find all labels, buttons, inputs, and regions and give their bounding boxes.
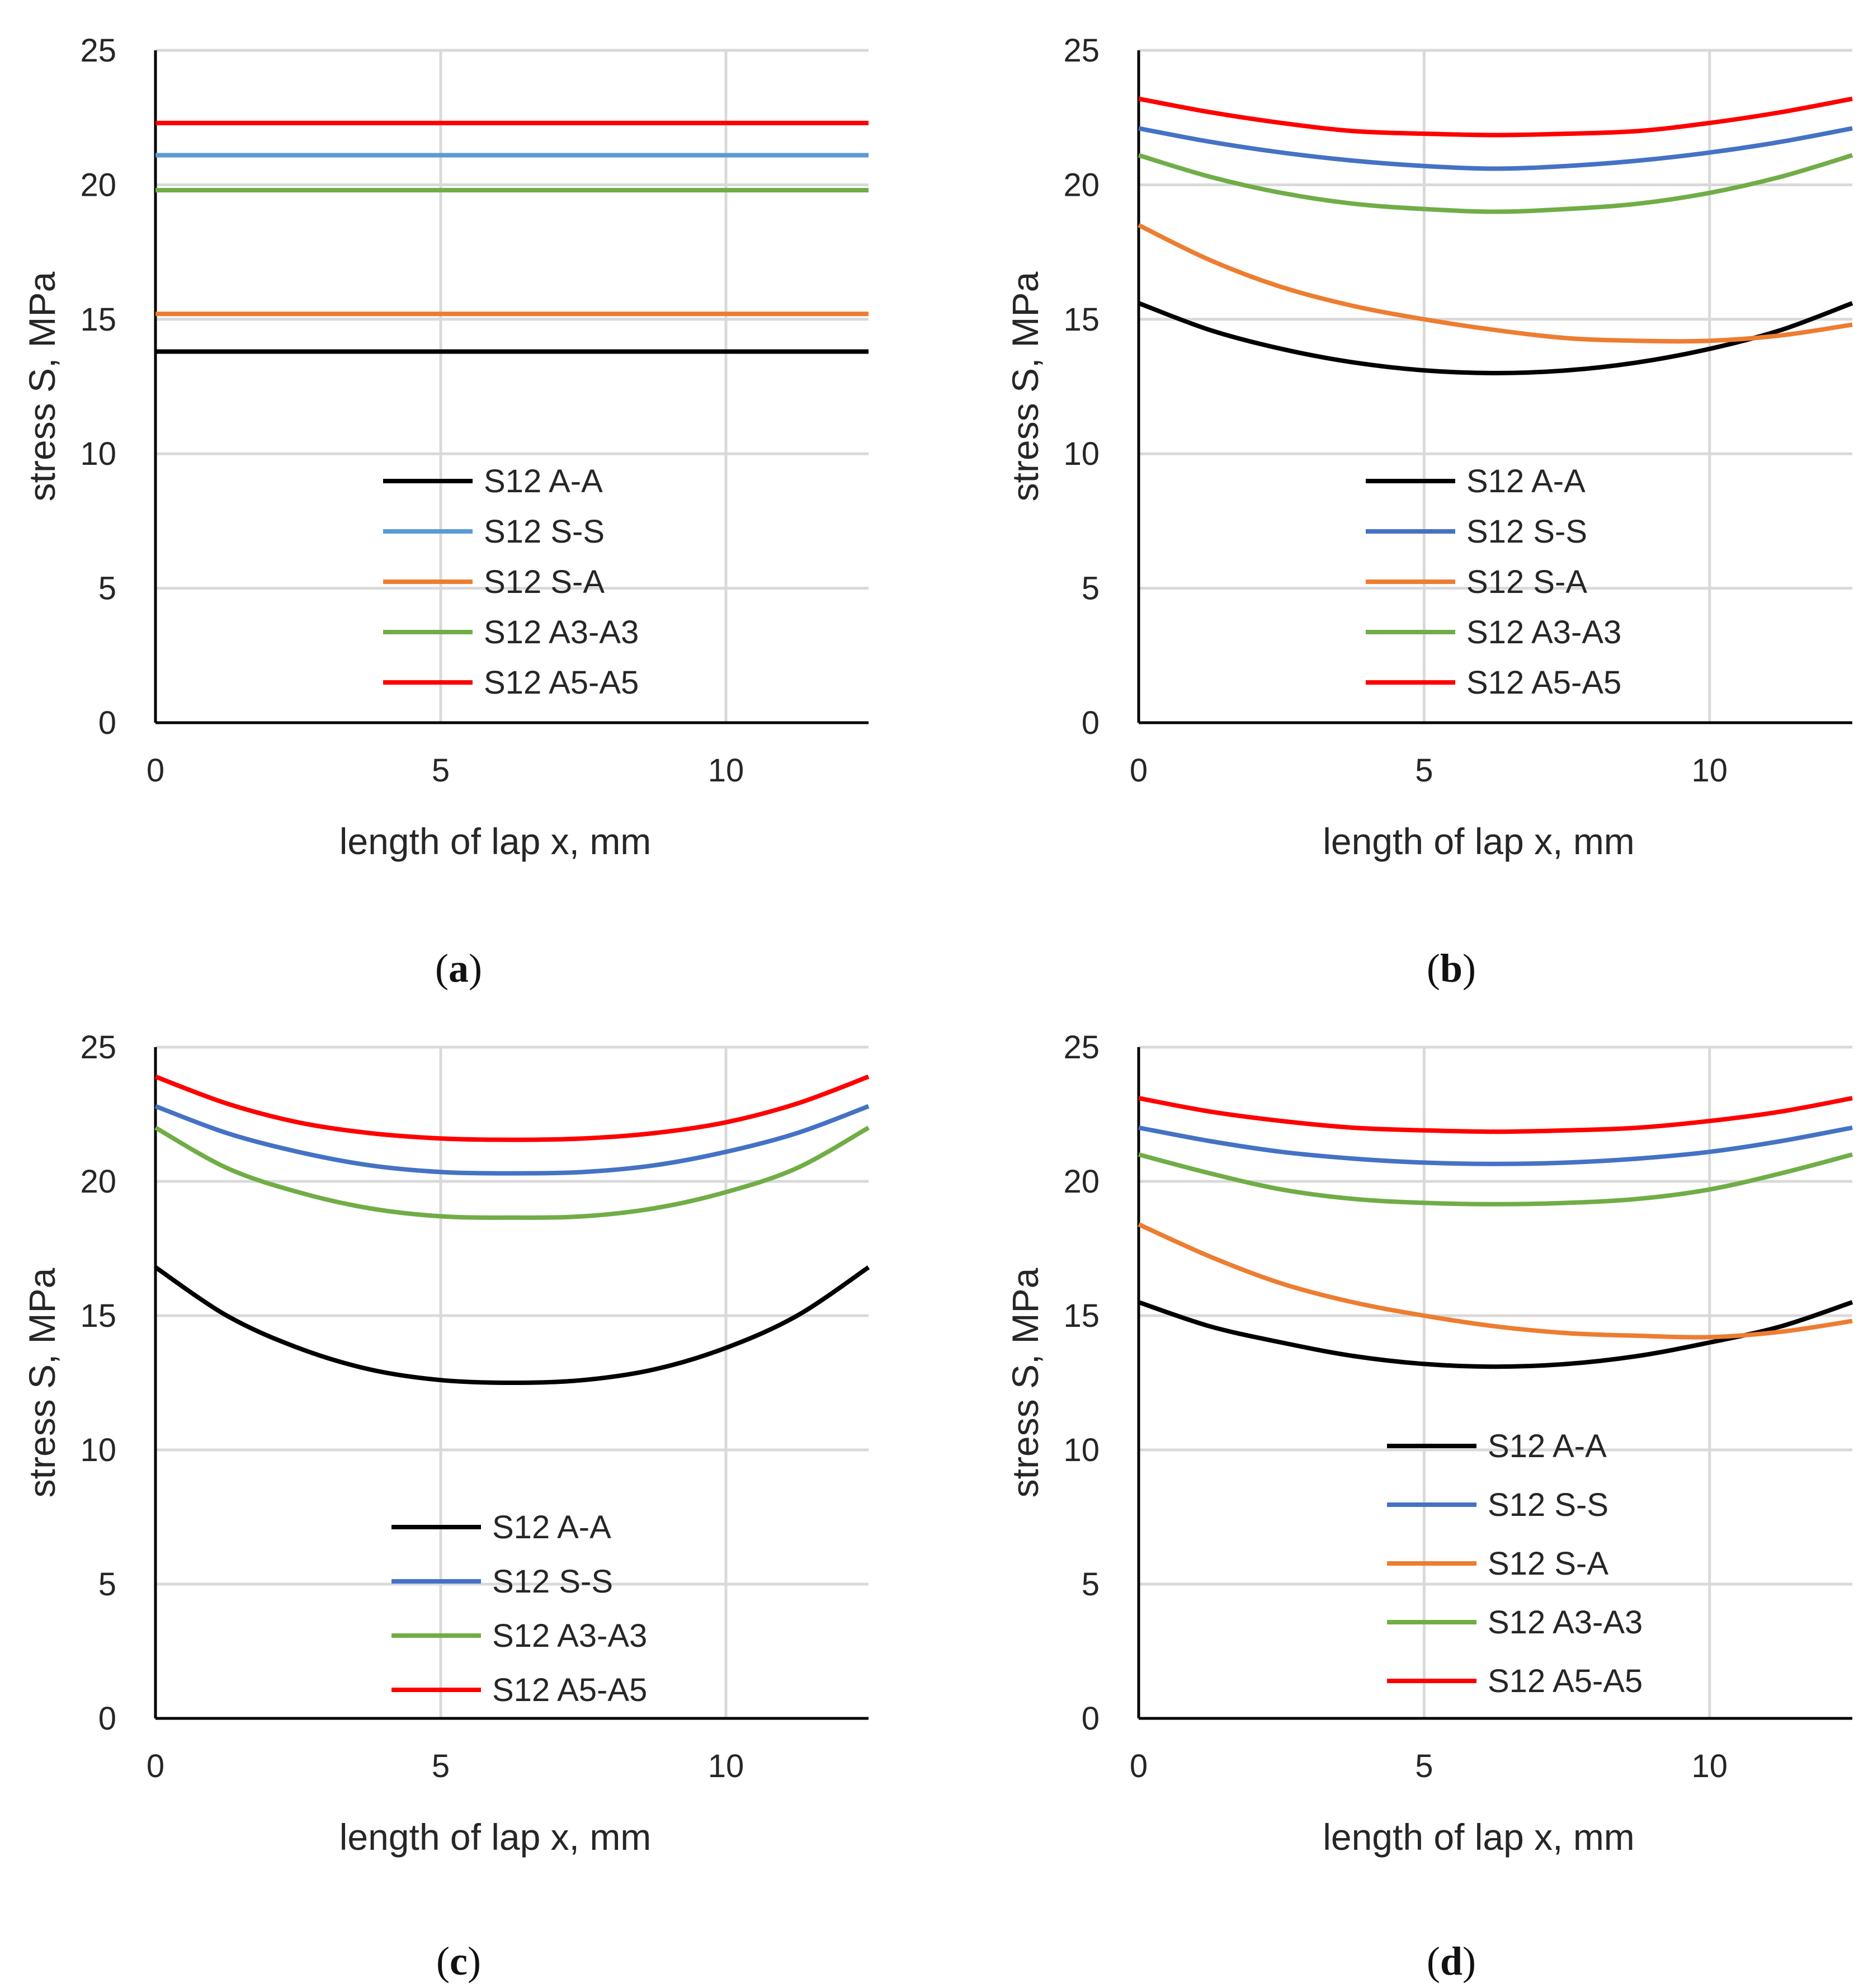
y-axis-title: stress S, MPa bbox=[21, 1268, 63, 1497]
legend-label: S12 A-A bbox=[484, 463, 603, 500]
panel-caption: (c) bbox=[436, 1939, 481, 1984]
series-line bbox=[154, 1104, 870, 1176]
series-line bbox=[1138, 301, 1853, 375]
panel-caption: (a) bbox=[435, 946, 482, 991]
series-line bbox=[154, 1265, 870, 1386]
legend-label: S12 A3-A3 bbox=[1466, 614, 1621, 651]
series-line bbox=[1138, 126, 1853, 171]
caption-letter: c bbox=[450, 1939, 468, 1984]
caption-open: ( bbox=[436, 1939, 450, 1984]
series-line bbox=[1138, 96, 1853, 138]
chart-panel-b: 0 5 10 15 20 25 0 5 10 length of lap x, mm stress … bbox=[1004, 32, 1853, 991]
legend-label: S12 A3-A3 bbox=[484, 614, 639, 651]
x-tick-label: 10 bbox=[708, 1748, 744, 1784]
legend-label: S12 A-A bbox=[1466, 463, 1586, 500]
x-tick-label: 0 bbox=[147, 752, 164, 789]
x-axis-title: length of lap x, mm bbox=[1323, 1816, 1635, 1858]
caption-close: ) bbox=[1462, 946, 1476, 991]
legend-label: S12 S-S bbox=[484, 514, 605, 550]
x-tick-label: 0 bbox=[1130, 1748, 1148, 1784]
y-tick-label: 15 bbox=[80, 302, 116, 338]
y-axis-title: stress S, MPa bbox=[21, 271, 63, 501]
caption-open: ( bbox=[1427, 1939, 1440, 1984]
y-tick-label: 15 bbox=[1063, 302, 1100, 338]
panel-caption: (b) bbox=[1427, 946, 1476, 991]
series-line bbox=[154, 1075, 870, 1142]
y-tick-label: 0 bbox=[98, 705, 116, 741]
legend-label: S12 A-A bbox=[1488, 1428, 1607, 1464]
y-tick-label: 15 bbox=[80, 1298, 116, 1334]
x-tick-label: 10 bbox=[708, 752, 744, 789]
series-line bbox=[1138, 153, 1853, 214]
x-tick-label: 10 bbox=[1692, 752, 1728, 789]
y-tick-label: 20 bbox=[1063, 167, 1100, 203]
y-tick-label: 25 bbox=[80, 1029, 116, 1066]
y-tick-label: 0 bbox=[1082, 705, 1100, 741]
series-line bbox=[1138, 1096, 1853, 1134]
caption-open: ( bbox=[435, 946, 449, 991]
series-line bbox=[1138, 1125, 1853, 1166]
caption-close: ) bbox=[468, 1939, 481, 1984]
y-tick-label: 0 bbox=[98, 1700, 116, 1737]
legend-label: S12 S-S bbox=[1488, 1487, 1608, 1523]
x-tick-label: 5 bbox=[432, 1748, 450, 1784]
caption-close: ) bbox=[469, 946, 482, 991]
y-tick-label: 20 bbox=[1063, 1163, 1100, 1200]
legend-label: S12 A-A bbox=[492, 1509, 611, 1546]
y-axis-title: stress S, MPa bbox=[1004, 1268, 1046, 1497]
caption-letter: b bbox=[1440, 946, 1462, 991]
y-tick-label: 10 bbox=[80, 436, 116, 472]
series-line bbox=[1138, 223, 1853, 344]
y-tick-label: 20 bbox=[80, 1163, 116, 1200]
chart-panel-d: 0 5 10 15 20 25 0 5 10 length of lap x, mm stress … bbox=[1004, 1029, 1853, 1984]
y-axis-title: stress S, MPa bbox=[1004, 271, 1046, 501]
x-tick-label: 5 bbox=[432, 752, 450, 789]
y-tick-label: 15 bbox=[1063, 1298, 1100, 1334]
y-tick-label: 10 bbox=[1063, 1432, 1100, 1468]
y-tick-label: 5 bbox=[1082, 571, 1100, 607]
legend-label: S12 S-A bbox=[1466, 564, 1587, 600]
legend-label: S12 A5-A5 bbox=[1488, 1663, 1643, 1699]
y-tick-label: 20 bbox=[80, 167, 116, 203]
x-tick-label: 0 bbox=[1130, 752, 1148, 789]
y-tick-label: 25 bbox=[1063, 32, 1100, 69]
panel-caption: (d) bbox=[1427, 1939, 1476, 1984]
y-tick-label: 5 bbox=[98, 571, 116, 607]
legend-label: S12 A5-A5 bbox=[492, 1672, 647, 1708]
x-tick-label: 10 bbox=[1692, 1748, 1728, 1784]
series-line bbox=[154, 1125, 870, 1220]
legend-label: S12 A3-A3 bbox=[492, 1618, 647, 1654]
chart-panel-c: 0 5 10 15 20 25 0 5 10 length of lap x, mm stress … bbox=[21, 1029, 870, 1984]
x-axis-title: length of lap x, mm bbox=[339, 821, 652, 862]
caption-open: ( bbox=[1427, 946, 1440, 991]
caption-letter: d bbox=[1440, 1939, 1462, 1984]
y-tick-label: 25 bbox=[1063, 1029, 1100, 1066]
y-tick-label: 10 bbox=[1063, 436, 1100, 472]
x-axis-title: length of lap x, mm bbox=[339, 1816, 652, 1858]
x-tick-label: 5 bbox=[1415, 1748, 1433, 1784]
y-tick-label: 10 bbox=[80, 1432, 116, 1468]
x-tick-label: 0 bbox=[147, 1748, 164, 1784]
chart-panel-a: 0 5 10 15 20 25 0 5 10 length of lap x, mm stress … bbox=[21, 32, 869, 991]
y-tick-label: 5 bbox=[98, 1566, 116, 1603]
legend-label: S12 A5-A5 bbox=[484, 665, 639, 701]
legend-label: S12 S-A bbox=[1488, 1546, 1608, 1582]
series-line bbox=[1138, 1222, 1853, 1340]
legend-label: S12 A3-A3 bbox=[1488, 1604, 1643, 1641]
x-axis-title: length of lap x, mm bbox=[1323, 821, 1635, 862]
y-tick-label: 0 bbox=[1082, 1700, 1100, 1737]
legend-label: S12 S-S bbox=[1466, 514, 1587, 550]
x-tick-label: 5 bbox=[1415, 752, 1433, 789]
y-tick-label: 5 bbox=[1082, 1566, 1100, 1603]
y-tick-label: 25 bbox=[80, 32, 116, 69]
series-line bbox=[1138, 1152, 1853, 1207]
legend-label: S12 A5-A5 bbox=[1466, 665, 1621, 701]
legend-label: S12 S-A bbox=[484, 564, 605, 600]
legend-label: S12 S-S bbox=[492, 1563, 613, 1600]
caption-letter: a bbox=[449, 946, 469, 991]
caption-close: ) bbox=[1462, 1939, 1476, 1984]
